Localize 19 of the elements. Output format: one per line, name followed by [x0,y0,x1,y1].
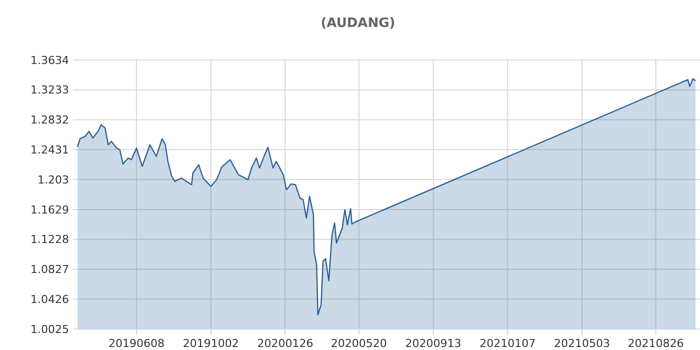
x-tick-label: 20190608 [108,337,164,350]
y-tick-label: 1.203 [38,173,69,186]
y-tick-label: 1.2431 [30,144,69,157]
x-tick-label: 20210826 [628,337,684,350]
y-tick-label: 1.1228 [30,233,69,246]
y-tick-label: 1.0827 [30,263,69,276]
y-tick-label: 1.1629 [30,203,69,216]
y-tick-label: 1.3233 [30,84,69,97]
x-tick-label: 20210503 [554,337,610,350]
chart-title: (AUDANG) [320,16,396,31]
y-tick-label: 1.0426 [30,292,69,306]
x-tick-label: 20200520 [330,337,387,350]
y-tick-label: 1.0025 [30,322,69,336]
x-tick-label: 20200126 [257,337,314,350]
x-tick-label: 20210107 [480,337,536,350]
y-tick-label: 1.2832 [30,114,69,127]
x-tick-label: 20191002 [182,337,239,350]
y-tick-label: 1.3634 [30,54,69,67]
x-tick-label: 20200913 [405,337,462,350]
